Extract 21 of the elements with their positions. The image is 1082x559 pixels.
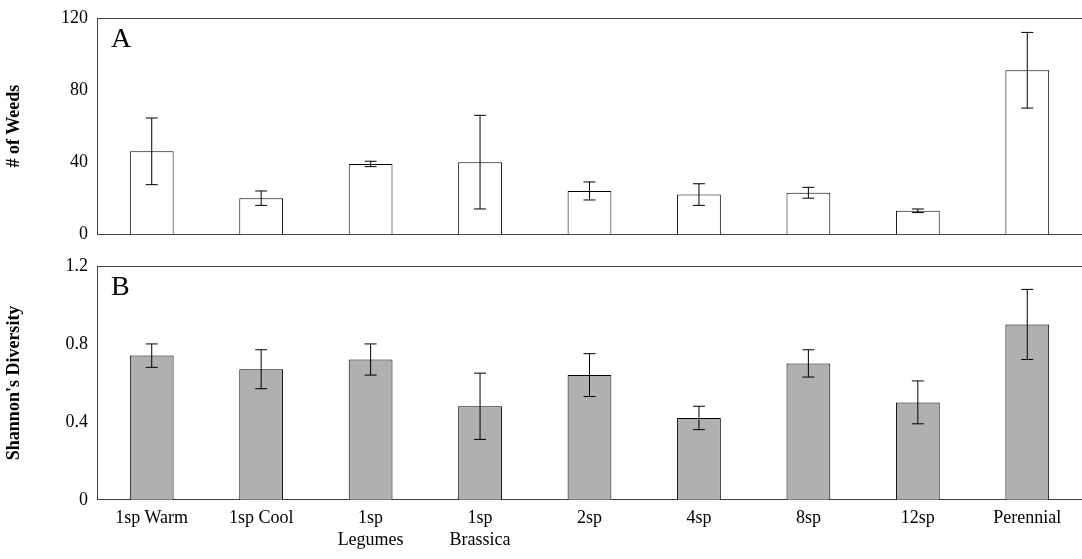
y-tick-label: 1.2 — [65, 254, 88, 275]
annotation: B — [111, 270, 130, 302]
y-axis-title: # of Weeds — [3, 84, 24, 168]
y-tick-label: 120 — [61, 6, 88, 27]
x-tick-label: 1sp Legumes — [337, 507, 404, 549]
y-tick-label: 80 — [70, 78, 88, 99]
x-tick-label: 1sp Cool — [228, 507, 294, 528]
y-axis-title: Shannon's Diversity — [3, 305, 24, 461]
annotation: A — [111, 22, 132, 54]
x-tick-label: 12sp — [900, 507, 935, 528]
x-tick-label: 2sp — [576, 507, 603, 528]
y-tick-label: 0.4 — [65, 410, 88, 431]
x-tick-label: 4sp — [686, 507, 712, 528]
y-tick-label: 40 — [70, 150, 88, 171]
x-tick-label: 1sp Brassica — [449, 507, 511, 549]
y-tick-label: 0 — [79, 222, 88, 243]
x-tick-label: Perennial — [993, 507, 1062, 528]
y-tick-label: 0.8 — [65, 332, 88, 353]
y-tick-label: 0 — [79, 488, 88, 509]
x-tick-label: 1sp Warm — [115, 507, 189, 528]
x-tick-label: 8sp — [795, 507, 821, 528]
